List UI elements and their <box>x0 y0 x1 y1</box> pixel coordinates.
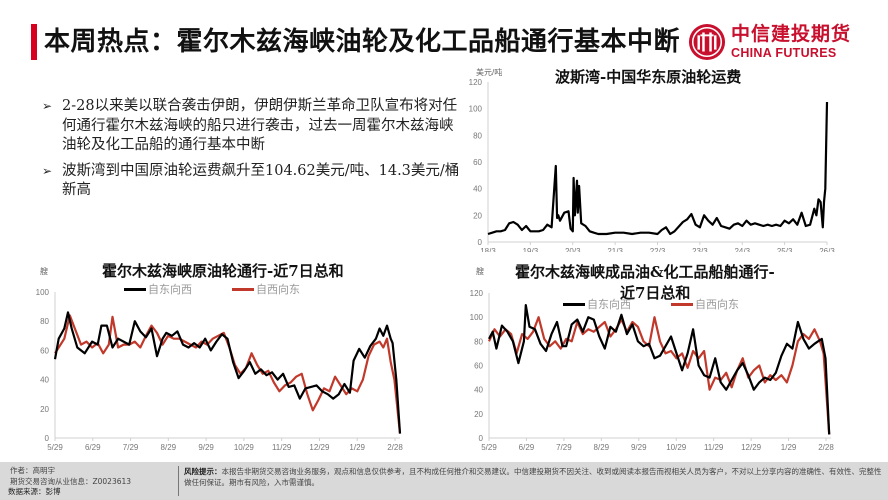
legend-label: 自西向东 <box>695 298 739 311</box>
chart-legend: 自东向西 自西向东 <box>563 296 779 312</box>
svg-text:23/3: 23/3 <box>692 247 708 252</box>
svg-text:2/28: 2/28 <box>818 443 834 452</box>
legend-swatch <box>563 302 585 306</box>
svg-text:24/3: 24/3 <box>734 247 750 252</box>
svg-text:80: 80 <box>474 337 483 346</box>
citic-logo-icon <box>688 23 726 61</box>
legend-item-west-east: 自西向东 <box>232 281 300 297</box>
svg-text:0: 0 <box>478 238 483 247</box>
svg-text:5/29: 5/29 <box>481 443 497 452</box>
legend-swatch <box>232 287 254 291</box>
chart-title-line2: 近7日总和 <box>620 284 691 302</box>
svg-text:20/3: 20/3 <box>565 247 581 252</box>
svg-text:5/29: 5/29 <box>47 443 63 452</box>
svg-text:60: 60 <box>473 158 482 167</box>
svg-text:7/29: 7/29 <box>556 443 572 452</box>
arrow-bullet-icon: ➢ <box>42 163 53 178</box>
svg-text:10/29: 10/29 <box>234 443 255 452</box>
legend-swatch <box>671 302 693 306</box>
svg-text:100: 100 <box>470 313 484 322</box>
svg-text:100: 100 <box>36 288 50 297</box>
svg-text:18/3: 18/3 <box>480 247 496 252</box>
license-label: 期货交易咨询从业信息：Z0023613 <box>10 476 132 486</box>
legend-label: 自西向东 <box>256 283 300 296</box>
svg-text:11/29: 11/29 <box>272 443 292 452</box>
chart-unit-label: 艘 <box>476 267 484 276</box>
bullet-item: ➢ 2-28以来美以联合袭击伊朗，伊朗伊斯兰革命卫队宣布将对任何通行霍尔木兹海峡… <box>40 97 460 156</box>
svg-text:8/29: 8/29 <box>594 443 610 452</box>
arrow-bullet-icon: ➢ <box>42 99 53 113</box>
risk-title: 风险提示： <box>184 467 222 476</box>
svg-text:12/29: 12/29 <box>309 443 330 452</box>
product-transit-plot: 0 20 40 60 80 100 120 5/29 6/29 7/29 8/29 9/29 10/29… <box>470 289 835 452</box>
legend-item-west-east: 自西向东 <box>671 296 739 312</box>
legend-item-east-west: 自东向西 <box>124 281 192 297</box>
chart-unit-label: 美元/吨 <box>476 68 503 77</box>
company-logo: 中信建投期货 CHINA FUTURES <box>688 21 851 63</box>
svg-text:120: 120 <box>470 289 484 298</box>
bullet-text: 2-28以来美以联合袭击伊朗，伊朗伊斯兰革命卫队宣布将对任何通行霍尔木兹海峡的船… <box>62 98 458 153</box>
svg-text:6/29: 6/29 <box>519 443 535 452</box>
svg-text:20: 20 <box>40 405 49 414</box>
svg-text:80: 80 <box>473 131 482 140</box>
svg-text:40: 40 <box>40 376 49 385</box>
risk-disclaimer: 风险提示：本报告非期货交易咨询业务服务，观点和信息仅供参考，且不构成任何推介和交… <box>184 466 884 488</box>
data-source-label: 数据来源：彭博 <box>8 487 61 496</box>
crude-transit-chart: 艘 霍尔木兹海峡原油轮通行-近7日总和 自东向西 自西向东 0 20 40 60 80 1… <box>30 258 450 458</box>
logo-english-name: CHINA FUTURES <box>731 46 837 60</box>
svg-text:9/29: 9/29 <box>198 443 214 452</box>
svg-text:100: 100 <box>469 105 483 114</box>
svg-text:10/29: 10/29 <box>666 443 687 452</box>
chart-title: 霍尔木兹海峡原油轮通行-近7日总和 <box>102 262 344 280</box>
bullet-list: ➢ 2-28以来美以联合袭击伊朗，伊朗伊斯兰革命卫队宣布将对任何通行霍尔木兹海峡… <box>40 97 460 207</box>
svg-text:40: 40 <box>473 185 482 194</box>
svg-text:0: 0 <box>45 434 50 443</box>
legend-swatch <box>124 287 146 291</box>
chart-unit-label: 艘 <box>40 267 48 276</box>
svg-text:120: 120 <box>469 78 483 87</box>
legend-item-east-west: 自东向西 <box>563 296 631 312</box>
svg-text:20: 20 <box>473 211 482 220</box>
svg-text:12/29: 12/29 <box>741 443 762 452</box>
bullet-text: 波斯湾到中国原油轮运费飙升至104.62美元/吨、14.3美元/桶新高 <box>62 162 460 199</box>
svg-text:8/29: 8/29 <box>161 443 177 452</box>
crude-transit-plot: 0 20 40 60 80 100 5/29 6/29 7/29 8/29 9/29 10/29 11/… <box>36 288 404 452</box>
svg-text:20: 20 <box>474 410 483 419</box>
svg-text:1/29: 1/29 <box>781 443 797 452</box>
svg-text:2/28: 2/28 <box>387 443 403 452</box>
footer-author-info: 作者：高明宇 期货交易咨询从业信息：Z0023613 数据来源：彭博 <box>8 466 131 498</box>
svg-text:60: 60 <box>474 362 483 371</box>
svg-text:6/29: 6/29 <box>85 443 101 452</box>
svg-text:80: 80 <box>40 317 49 326</box>
legend-label: 自东向西 <box>587 298 631 311</box>
title-accent-bar <box>31 24 37 60</box>
svg-text:0: 0 <box>479 434 484 443</box>
svg-text:21/3: 21/3 <box>607 247 623 252</box>
svg-text:9/29: 9/29 <box>631 443 647 452</box>
svg-text:60: 60 <box>40 346 49 355</box>
svg-text:19/3: 19/3 <box>523 247 539 252</box>
footer-divider <box>178 466 179 496</box>
risk-text: 本报告非期货交易咨询业务服务，观点和信息仅供参考，且不构成任何推介和交易建议。中… <box>184 467 882 487</box>
svg-text:25/3: 25/3 <box>777 247 793 252</box>
logo-chinese-name: 中信建投期货 <box>731 23 852 45</box>
product-transit-chart: 艘 霍尔木兹海峡成品油&化工品船舶通行- 近7日总和 自东向西 自西向东 0 20… <box>460 258 888 458</box>
svg-text:11/29: 11/29 <box>704 443 724 452</box>
svg-text:1/29: 1/29 <box>349 443 365 452</box>
freight-chart: 美元/吨 波斯湾-中国华东原油轮运费 0 20 40 60 80 100 120 18/3 19… <box>460 62 888 252</box>
svg-text:40: 40 <box>474 386 483 395</box>
svg-text:7/29: 7/29 <box>123 443 139 452</box>
chart-title: 波斯湾-中国华东原油轮运费 <box>555 68 742 86</box>
chart-legend: 自东向西 自西向东 <box>124 281 340 297</box>
chart-title-line1: 霍尔木兹海峡成品油&化工品船舶通行- <box>515 263 775 281</box>
freight-plot: 0 20 40 60 80 100 120 18/3 19/3 20/3 21/3 22/3 23/3 2… <box>469 78 836 252</box>
author-label: 作者：高明宇 <box>10 466 55 475</box>
svg-text:26/3: 26/3 <box>819 247 835 252</box>
page-title: 本周热点：霍尔木兹海峡油轮及化工品船通行基本中断 <box>44 27 681 57</box>
bullet-item: ➢ 波斯湾到中国原油轮运费飙升至104.62美元/吨、14.3美元/桶新高 <box>40 162 460 201</box>
svg-text:22/3: 22/3 <box>650 247 666 252</box>
legend-label: 自东向西 <box>148 283 192 296</box>
footer: 作者：高明宇 期货交易咨询从业信息：Z0023613 数据来源：彭博 风险提示：… <box>0 462 888 500</box>
